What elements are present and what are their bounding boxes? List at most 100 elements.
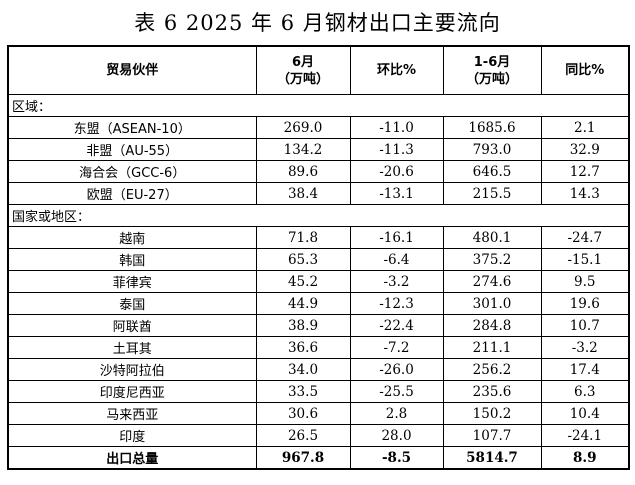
total-ytd: 5814.7 <box>442 446 542 470</box>
cell-name: 印度尼西亚 <box>7 380 257 403</box>
cell-mom: -7.2 <box>349 336 444 359</box>
cell-name: 土耳其 <box>7 336 257 359</box>
cell-yoy: 2.1 <box>540 116 630 139</box>
cell-name: 泰国 <box>7 292 257 315</box>
section-row-country: 国家或地区： <box>7 204 630 227</box>
cell-ytd: 793.0 <box>442 138 542 161</box>
table-row: 韩国 65.3 -6.4 375.2 -15.1 <box>7 248 630 271</box>
cell-ytd: 256.2 <box>442 358 542 381</box>
table-title: 表 6 2025 年 6 月钢材出口主要流向 <box>134 11 501 35</box>
cell-ytd: 107.7 <box>442 424 542 447</box>
cell-mom: 28.0 <box>349 424 444 447</box>
cell-june: 34.0 <box>255 358 351 381</box>
cell-ytd: 375.2 <box>442 248 542 271</box>
cell-name: 菲律宾 <box>7 270 257 293</box>
section-label-region: 区域： <box>7 94 630 117</box>
table-row: 非盟（AU-55） 134.2 -11.3 793.0 32.9 <box>7 138 630 161</box>
table-row: 阿联酋 38.9 -22.4 284.8 10.7 <box>7 314 630 337</box>
header-row: 贸易伙伴 6月 （万吨） 环比% 1-6月 （万吨） 同比% <box>7 45 630 95</box>
total-label: 出口总量 <box>7 446 257 470</box>
section-row-region: 区域： <box>7 94 630 117</box>
header-june-line2: （万吨） <box>276 71 329 87</box>
table-row: 泰国 44.9 -12.3 301.0 19.6 <box>7 292 630 315</box>
header-ytd-line2: （万吨） <box>465 71 518 87</box>
cell-mom: -16.1 <box>349 226 444 249</box>
cell-mom: -25.5 <box>349 380 444 403</box>
cell-june: 45.2 <box>255 270 351 293</box>
cell-ytd: 480.1 <box>442 226 542 249</box>
cell-mom: -26.0 <box>349 358 444 381</box>
table-row: 欧盟（EU-27） 38.4 -13.1 215.5 14.3 <box>7 182 630 205</box>
cell-name: 韩国 <box>7 248 257 271</box>
cell-ytd: 1685.6 <box>442 116 542 139</box>
cell-yoy: -24.7 <box>540 226 630 249</box>
cell-yoy: -3.2 <box>540 336 630 359</box>
cell-yoy: 6.3 <box>540 380 630 403</box>
header-partner: 贸易伙伴 <box>7 45 257 95</box>
table-row: 印度尼西亚 33.5 -25.5 235.6 6.3 <box>7 380 630 403</box>
cell-yoy: 19.6 <box>540 292 630 315</box>
cell-name: 印度 <box>7 424 257 447</box>
cell-ytd: 301.0 <box>442 292 542 315</box>
cell-june: 33.5 <box>255 380 351 403</box>
cell-june: 71.8 <box>255 226 351 249</box>
total-june: 967.8 <box>255 446 351 470</box>
cell-ytd: 211.1 <box>442 336 542 359</box>
cell-name: 东盟（ASEAN-10） <box>7 116 257 139</box>
cell-mom: -3.2 <box>349 270 444 293</box>
cell-mom: -12.3 <box>349 292 444 315</box>
cell-mom: -22.4 <box>349 314 444 337</box>
section-label-country: 国家或地区： <box>7 204 630 227</box>
header-ytd: 1-6月 （万吨） <box>442 45 542 95</box>
cell-name: 阿联酋 <box>7 314 257 337</box>
total-row: 出口总量 967.8 -8.5 5814.7 8.9 <box>7 446 630 470</box>
cell-name: 欧盟（EU-27） <box>7 182 257 205</box>
cell-june: 36.6 <box>255 336 351 359</box>
table-row: 马来西亚 30.6 2.8 150.2 10.4 <box>7 402 630 425</box>
cell-mom: -13.1 <box>349 182 444 205</box>
table-row: 海合会（GCC-6） 89.6 -20.6 646.5 12.7 <box>7 160 630 183</box>
cell-yoy: 14.3 <box>540 182 630 205</box>
cell-june: 44.9 <box>255 292 351 315</box>
cell-yoy: 17.4 <box>540 358 630 381</box>
cell-yoy: 9.5 <box>540 270 630 293</box>
cell-ytd: 274.6 <box>442 270 542 293</box>
header-june: 6月 （万吨） <box>255 45 351 95</box>
cell-yoy: -15.1 <box>540 248 630 271</box>
total-mom: -8.5 <box>349 446 444 470</box>
cell-yoy: 32.9 <box>540 138 630 161</box>
cell-june: 26.5 <box>255 424 351 447</box>
cell-name: 沙特阿拉伯 <box>7 358 257 381</box>
cell-mom: -6.4 <box>349 248 444 271</box>
header-ytd-line1: 1-6月 <box>473 54 511 70</box>
cell-yoy: 12.7 <box>540 160 630 183</box>
cell-june: 134.2 <box>255 138 351 161</box>
cell-name: 海合会（GCC-6） <box>7 160 257 183</box>
total-yoy: 8.9 <box>540 446 630 470</box>
table-row: 菲律宾 45.2 -3.2 274.6 9.5 <box>7 270 630 293</box>
cell-ytd: 235.6 <box>442 380 542 403</box>
cell-ytd: 646.5 <box>442 160 542 183</box>
table-row: 东盟（ASEAN-10） 269.0 -11.0 1685.6 2.1 <box>7 116 630 139</box>
table-row: 印度 26.5 28.0 107.7 -24.1 <box>7 424 630 447</box>
cell-june: 38.9 <box>255 314 351 337</box>
cell-mom: -20.6 <box>349 160 444 183</box>
cell-ytd: 150.2 <box>442 402 542 425</box>
header-mom: 环比% <box>349 45 444 95</box>
header-yoy: 同比% <box>540 45 630 95</box>
cell-june: 269.0 <box>255 116 351 139</box>
cell-name: 越南 <box>7 226 257 249</box>
table-row: 越南 71.8 -16.1 480.1 -24.7 <box>7 226 630 249</box>
cell-name: 马来西亚 <box>7 402 257 425</box>
cell-ytd: 284.8 <box>442 314 542 337</box>
table-row: 沙特阿拉伯 34.0 -26.0 256.2 17.4 <box>7 358 630 381</box>
cell-mom: -11.0 <box>349 116 444 139</box>
header-june-line1: 6月 <box>291 54 315 70</box>
cell-yoy: 10.7 <box>540 314 630 337</box>
cell-june: 38.4 <box>255 182 351 205</box>
cell-yoy: -24.1 <box>540 424 630 447</box>
cell-june: 89.6 <box>255 160 351 183</box>
table-row: 土耳其 36.6 -7.2 211.1 -3.2 <box>7 336 630 359</box>
cell-mom: 2.8 <box>349 402 444 425</box>
cell-june: 65.3 <box>255 248 351 271</box>
